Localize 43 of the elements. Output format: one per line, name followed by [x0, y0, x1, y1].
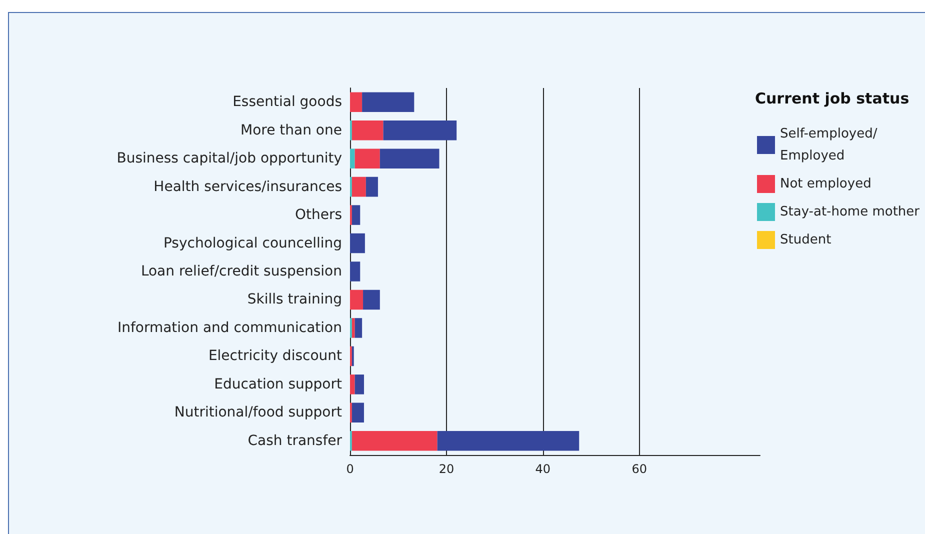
- legend-label: Student: [780, 232, 832, 248]
- bar: [352, 402, 364, 423]
- y-tick-label: Education support: [214, 376, 343, 392]
- bar: [383, 120, 457, 140]
- y-tick-label: Loan relief/credit suspension: [140, 264, 342, 280]
- y-tick-label: Nutritional/food support: [174, 404, 342, 421]
- bar: [350, 233, 365, 254]
- x-tick-label: 20: [438, 462, 454, 476]
- x-tick-label: 0: [346, 462, 354, 476]
- x-tick-label: 40: [535, 462, 551, 476]
- bar: [362, 92, 414, 112]
- bar: [350, 262, 360, 282]
- legend-title: Current job status: [755, 90, 910, 108]
- bar: [350, 374, 355, 394]
- y-tick-label: Others: [294, 207, 342, 224]
- y-tick-label: More than one: [240, 122, 342, 138]
- bar: [352, 318, 355, 338]
- bar: [354, 148, 380, 168]
- y-tick-label: Cash transfer: [248, 432, 342, 449]
- y-tick-label: Essential goods: [232, 94, 342, 110]
- legend-label: Not employed: [780, 176, 872, 192]
- bar: [352, 176, 366, 197]
- bar: [352, 431, 438, 451]
- bar: [366, 176, 378, 197]
- bar: [437, 431, 580, 451]
- bar: [352, 205, 360, 225]
- y-tick-label: Electricity discount: [208, 348, 343, 364]
- bar: [352, 120, 384, 140]
- bar: [354, 318, 362, 338]
- bar: [363, 290, 380, 310]
- y-tick-label: Psychological councelling: [163, 235, 342, 252]
- bar: [350, 290, 364, 310]
- y-tick-label: Health services/insurances: [154, 178, 342, 195]
- bar: [350, 148, 355, 168]
- x-tick-label: 60: [632, 462, 648, 476]
- y-tick-label: Skills training: [247, 292, 342, 308]
- bar: [350, 92, 362, 112]
- y-tick-label: Business capital/job opportunity: [116, 150, 342, 167]
- bar: [380, 148, 440, 168]
- legend-label: Self-employed/Employed: [780, 126, 878, 164]
- y-tick-label: Information and communication: [117, 320, 342, 336]
- legend-label: Stay-at-home mother: [780, 204, 920, 220]
- bar: [354, 374, 364, 394]
